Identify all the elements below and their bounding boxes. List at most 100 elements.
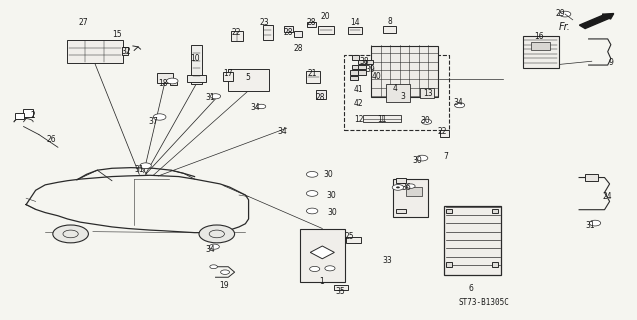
Bar bbox=[440, 130, 449, 137]
Text: 28: 28 bbox=[306, 19, 315, 28]
Bar bbox=[67, 40, 123, 63]
Bar bbox=[366, 60, 373, 64]
Text: 37: 37 bbox=[148, 117, 158, 126]
Text: 31: 31 bbox=[585, 221, 595, 230]
Bar bbox=[348, 27, 362, 34]
Text: 10: 10 bbox=[190, 53, 199, 62]
Bar bbox=[492, 262, 498, 267]
Text: 34: 34 bbox=[250, 103, 260, 112]
Circle shape bbox=[417, 155, 428, 161]
Circle shape bbox=[140, 163, 152, 169]
Circle shape bbox=[210, 265, 217, 269]
Text: 13: 13 bbox=[423, 89, 433, 98]
Circle shape bbox=[325, 266, 335, 271]
Circle shape bbox=[310, 267, 320, 271]
Bar bbox=[358, 65, 366, 69]
Text: 1: 1 bbox=[319, 276, 324, 285]
Bar bbox=[393, 179, 428, 217]
Circle shape bbox=[306, 172, 318, 177]
Bar bbox=[223, 72, 233, 81]
Bar bbox=[190, 45, 202, 84]
Text: ST73-B1305C: ST73-B1305C bbox=[458, 298, 509, 307]
Text: 39: 39 bbox=[366, 65, 375, 74]
Bar bbox=[318, 26, 334, 34]
Circle shape bbox=[306, 208, 318, 214]
Bar bbox=[531, 42, 550, 50]
Circle shape bbox=[559, 11, 571, 17]
Bar bbox=[157, 73, 173, 83]
Text: 9: 9 bbox=[608, 58, 613, 67]
Bar bbox=[345, 237, 361, 244]
Text: 11: 11 bbox=[377, 115, 387, 124]
Text: 18: 18 bbox=[158, 79, 168, 88]
Bar bbox=[317, 90, 326, 100]
Text: 42: 42 bbox=[354, 99, 363, 108]
Bar bbox=[585, 174, 598, 181]
Circle shape bbox=[392, 185, 404, 190]
Bar bbox=[444, 206, 501, 275]
Text: 22: 22 bbox=[438, 127, 447, 136]
Circle shape bbox=[154, 114, 166, 120]
Text: 34: 34 bbox=[206, 245, 215, 254]
Bar bbox=[363, 115, 401, 122]
Circle shape bbox=[220, 270, 229, 274]
Bar bbox=[396, 178, 406, 183]
Circle shape bbox=[422, 119, 432, 124]
Circle shape bbox=[396, 187, 400, 188]
Bar bbox=[396, 209, 406, 213]
Text: 27: 27 bbox=[78, 19, 88, 28]
Circle shape bbox=[210, 94, 220, 99]
Bar bbox=[383, 26, 396, 33]
Text: 31: 31 bbox=[134, 165, 144, 174]
Bar bbox=[334, 285, 348, 290]
Text: 28: 28 bbox=[294, 44, 303, 53]
Text: 4: 4 bbox=[392, 84, 397, 93]
Text: 28: 28 bbox=[283, 28, 293, 37]
Bar bbox=[352, 65, 359, 69]
Bar bbox=[371, 46, 438, 97]
Bar bbox=[294, 31, 303, 37]
Text: 6: 6 bbox=[469, 284, 473, 292]
Bar bbox=[262, 25, 273, 40]
Text: 28: 28 bbox=[315, 93, 324, 102]
Text: 5: 5 bbox=[245, 73, 250, 82]
Bar bbox=[306, 71, 320, 83]
Bar bbox=[122, 47, 129, 55]
Text: 22: 22 bbox=[231, 28, 241, 37]
Text: 2: 2 bbox=[30, 111, 35, 120]
Bar bbox=[406, 188, 422, 196]
Bar bbox=[358, 70, 366, 75]
Bar bbox=[350, 70, 358, 75]
Text: 20: 20 bbox=[320, 12, 330, 21]
Polygon shape bbox=[310, 246, 334, 259]
Bar bbox=[352, 55, 359, 60]
Text: 8: 8 bbox=[387, 17, 392, 26]
Bar bbox=[386, 84, 410, 102]
FancyArrow shape bbox=[580, 13, 613, 28]
Bar bbox=[350, 76, 358, 80]
Text: 34: 34 bbox=[277, 127, 287, 136]
Bar bbox=[308, 22, 316, 28]
Text: 7: 7 bbox=[443, 152, 448, 161]
Text: 14: 14 bbox=[350, 19, 359, 28]
Text: 19: 19 bbox=[220, 281, 229, 290]
Circle shape bbox=[53, 225, 89, 243]
Text: 32: 32 bbox=[122, 47, 131, 56]
Bar bbox=[446, 262, 452, 267]
Bar bbox=[23, 109, 33, 117]
Text: 25: 25 bbox=[344, 232, 354, 241]
Bar bbox=[15, 113, 24, 119]
Text: 31: 31 bbox=[206, 93, 215, 102]
Text: 41: 41 bbox=[354, 85, 363, 94]
Text: 17: 17 bbox=[224, 69, 233, 78]
Circle shape bbox=[589, 220, 601, 226]
Bar bbox=[171, 82, 176, 85]
Text: 30: 30 bbox=[412, 156, 422, 164]
Circle shape bbox=[406, 184, 415, 188]
Text: 3: 3 bbox=[400, 92, 405, 101]
Bar bbox=[492, 209, 498, 213]
Circle shape bbox=[257, 104, 266, 109]
Text: Fr.: Fr. bbox=[558, 22, 570, 32]
Bar bbox=[420, 88, 434, 98]
Bar bbox=[344, 55, 449, 130]
